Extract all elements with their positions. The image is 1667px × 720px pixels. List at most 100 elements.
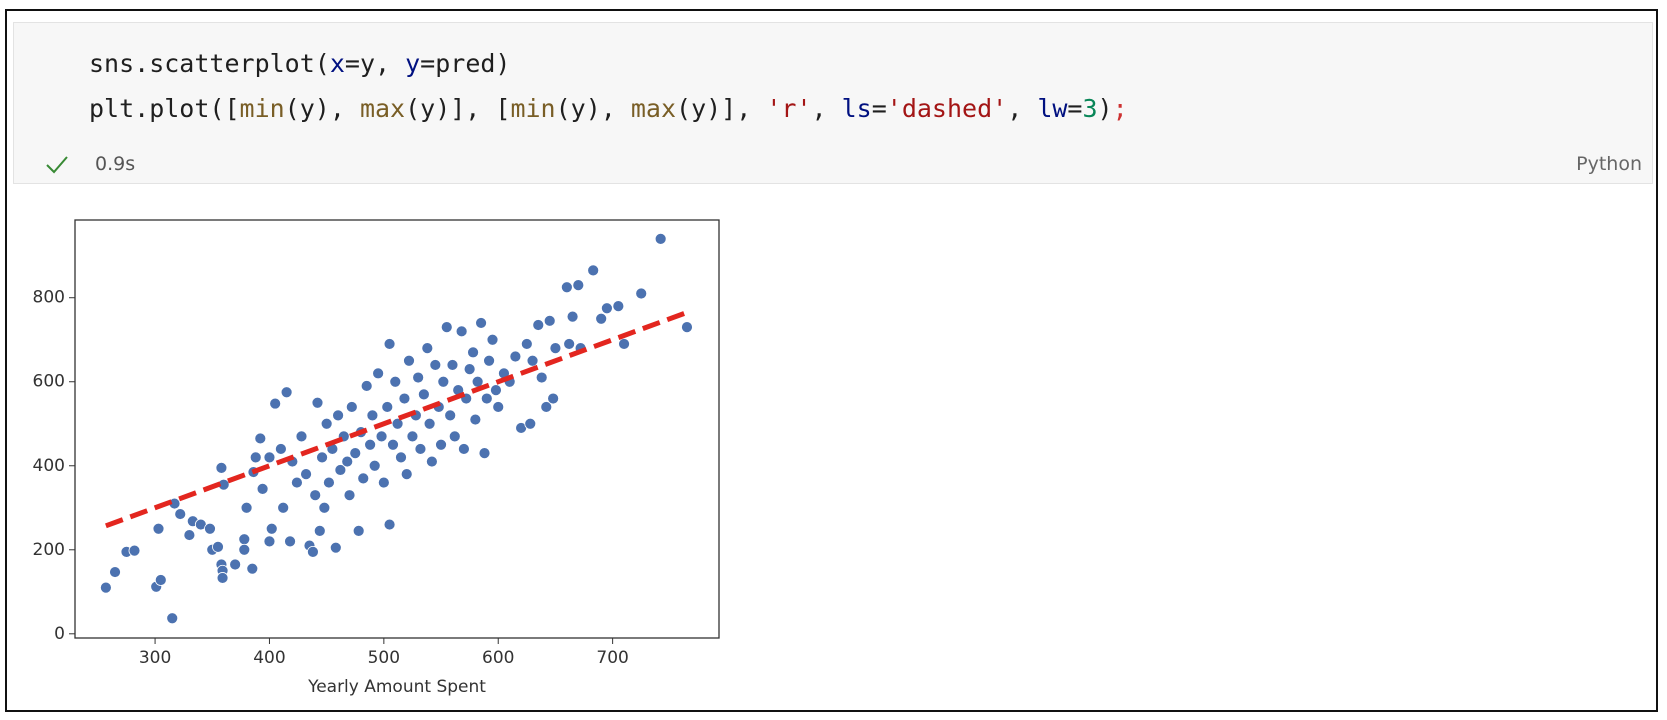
code-token: ; bbox=[1112, 94, 1128, 123]
scatter-point bbox=[316, 451, 328, 464]
scatter-point bbox=[543, 314, 556, 327]
screenshot-frame bbox=[5, 9, 1658, 712]
scatter-point bbox=[277, 501, 290, 514]
scatter-point bbox=[238, 533, 251, 546]
scatter-point bbox=[492, 401, 505, 413]
scatter-point bbox=[311, 396, 324, 409]
scatter-point bbox=[284, 535, 296, 548]
scatter-point bbox=[320, 417, 333, 430]
scatter-point bbox=[520, 338, 533, 350]
code-token: max bbox=[359, 94, 406, 123]
scatter-point bbox=[572, 279, 585, 292]
scatter-point bbox=[549, 342, 562, 355]
scatter-point bbox=[387, 438, 399, 451]
scatter-point bbox=[381, 401, 394, 413]
scatter-point bbox=[152, 522, 165, 535]
scatter-point bbox=[423, 417, 436, 430]
scatter-point bbox=[265, 522, 278, 535]
code-token: =y, bbox=[344, 49, 406, 78]
scatter-point bbox=[364, 438, 377, 451]
code-token: plt.plot([ bbox=[89, 94, 240, 123]
y-tick-label: 0 bbox=[54, 624, 65, 644]
scatter-point bbox=[486, 333, 499, 346]
scatter-point bbox=[425, 455, 438, 468]
scatter-point bbox=[601, 302, 613, 315]
x-tick-label: 300 bbox=[139, 648, 171, 668]
scatter-point bbox=[329, 541, 342, 554]
scatter-point bbox=[483, 354, 495, 367]
scatter-point bbox=[566, 310, 579, 323]
scatter-point bbox=[395, 451, 407, 464]
scatter-point bbox=[204, 522, 216, 535]
x-tick-label: 600 bbox=[482, 648, 514, 668]
scatter-point bbox=[463, 363, 476, 376]
scatter-point bbox=[166, 612, 179, 625]
scatter-point bbox=[478, 447, 491, 460]
scatter-point bbox=[421, 342, 434, 355]
scatter-point bbox=[587, 264, 600, 277]
language-label[interactable]: Python bbox=[1576, 153, 1642, 175]
scatter-point bbox=[540, 401, 553, 413]
scatter-point bbox=[532, 319, 545, 331]
scatter-point bbox=[448, 430, 461, 443]
scatter-point bbox=[280, 386, 293, 399]
scatter-point bbox=[654, 233, 667, 245]
code-token: min bbox=[239, 94, 285, 123]
scatter-point bbox=[535, 371, 548, 384]
scatter-point bbox=[417, 388, 430, 401]
code-token: , bbox=[811, 94, 842, 123]
execution-time: 0.9s bbox=[95, 153, 136, 175]
scatter-point bbox=[681, 321, 693, 334]
x-tick-label: 700 bbox=[596, 648, 628, 668]
scatter-point bbox=[595, 312, 608, 325]
scatter-point bbox=[341, 455, 354, 468]
scatter-point bbox=[183, 529, 196, 541]
scatter-point bbox=[618, 338, 630, 350]
scatter-point bbox=[398, 392, 411, 405]
scatter-point bbox=[375, 430, 388, 443]
scatter-point bbox=[612, 300, 625, 313]
code-token: min bbox=[510, 94, 556, 123]
scatter-point bbox=[560, 281, 573, 294]
scatter-point bbox=[524, 417, 537, 430]
scatter-point bbox=[368, 459, 381, 472]
scatter-point bbox=[332, 409, 344, 422]
scatter-point bbox=[444, 409, 457, 422]
scatter-point bbox=[383, 338, 396, 350]
scatter-point bbox=[389, 375, 402, 388]
scatter-point bbox=[440, 321, 453, 334]
code-cell[interactable]: sns.scatterplot(x=y, y=pred) plt.plot([m… bbox=[13, 22, 1653, 184]
scatter-point bbox=[414, 443, 427, 455]
code-token: y bbox=[405, 49, 421, 78]
scatter-point bbox=[467, 346, 479, 359]
scatter-point bbox=[563, 338, 576, 350]
scatter-point bbox=[366, 409, 379, 422]
scatter-point bbox=[383, 518, 396, 531]
x-tick-label: 400 bbox=[253, 648, 285, 668]
scatter-point bbox=[240, 501, 253, 514]
scatter-point bbox=[216, 572, 229, 584]
y-tick-label: 200 bbox=[33, 540, 65, 560]
code-token: max bbox=[630, 94, 677, 123]
scatter-point bbox=[256, 482, 269, 495]
scatter-point bbox=[547, 392, 560, 405]
scatter-point bbox=[360, 380, 373, 392]
code-token: ) bbox=[1097, 94, 1113, 123]
code-token: (y)], bbox=[676, 94, 767, 123]
scatter-point bbox=[254, 432, 267, 445]
scatter-point bbox=[435, 438, 447, 451]
scatter-point bbox=[128, 544, 141, 557]
scatter-point bbox=[412, 371, 425, 384]
scatter-point bbox=[391, 417, 404, 430]
code-token: (y), bbox=[284, 94, 360, 123]
success-icon bbox=[46, 156, 68, 174]
code-token: x bbox=[329, 49, 345, 78]
code-token: lw bbox=[1037, 94, 1068, 123]
code-token: = bbox=[1067, 94, 1083, 123]
scatter-point bbox=[455, 325, 468, 338]
code-line: sns.scatterplot(x=y, y=pred) bbox=[89, 49, 510, 78]
scatter-point bbox=[406, 430, 419, 443]
code-token: =pred) bbox=[420, 49, 511, 78]
code-token: 'dashed' bbox=[886, 94, 1008, 123]
